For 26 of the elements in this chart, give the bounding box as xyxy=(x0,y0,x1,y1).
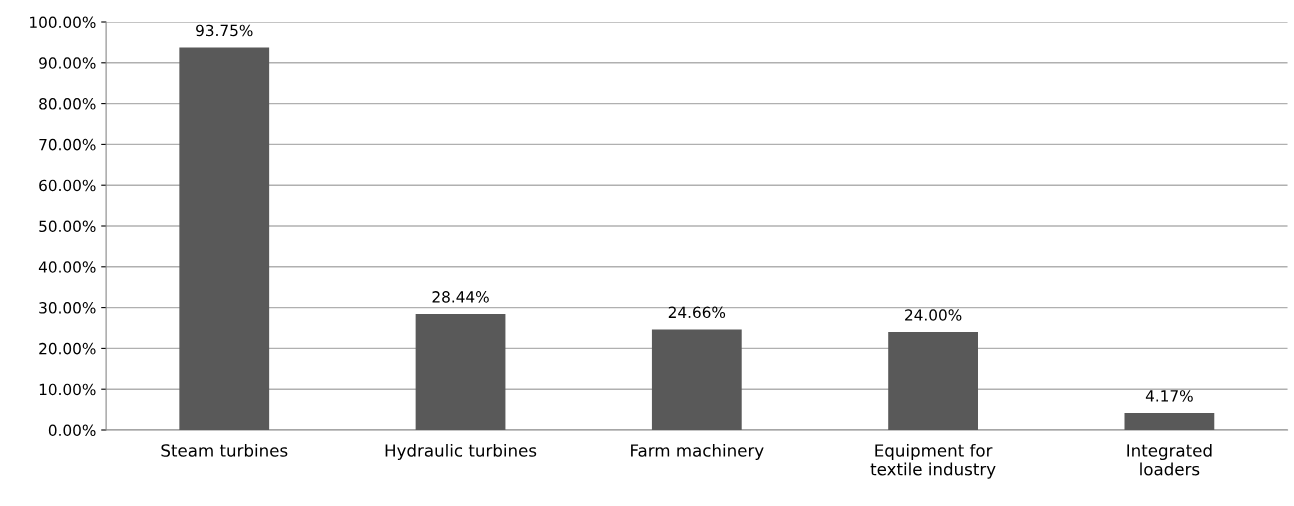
y-tick-label: 20.00% xyxy=(39,342,96,355)
bar xyxy=(1124,412,1215,430)
data-label: 24.00% xyxy=(905,309,962,321)
data-label: 93.75% xyxy=(196,24,253,37)
bar xyxy=(179,47,270,430)
y-tick-label: 80.00% xyxy=(39,98,96,110)
data-label: 28.44% xyxy=(432,291,489,303)
y-tick-label: 60.00% xyxy=(39,179,96,192)
x-tick-label: Integrated loaders xyxy=(1127,443,1212,476)
y-tick-label: 90.00% xyxy=(39,57,96,69)
y-tick-label: 0.00% xyxy=(48,424,96,437)
bar xyxy=(415,313,506,430)
bar xyxy=(888,332,978,430)
x-tick-label: Hydraulic turbines xyxy=(385,443,537,461)
data-label: 24.66% xyxy=(668,306,726,319)
x-tick-label: Steam turbines xyxy=(161,443,288,457)
y-tick-label: 100.00% xyxy=(30,16,96,29)
y-tick-label: 30.00% xyxy=(39,302,96,314)
bar xyxy=(651,329,742,430)
data-label: 4.17% xyxy=(1145,390,1193,402)
x-tick-label: Equipment for textile industry xyxy=(870,443,996,479)
y-tick-label: 70.00% xyxy=(39,138,96,151)
y-tick-label: 40.00% xyxy=(38,261,96,273)
x-tick-label: Farm machinery xyxy=(631,443,764,461)
y-tick-label: 50.00% xyxy=(39,220,96,233)
y-tick-label: 10.00% xyxy=(39,383,96,396)
